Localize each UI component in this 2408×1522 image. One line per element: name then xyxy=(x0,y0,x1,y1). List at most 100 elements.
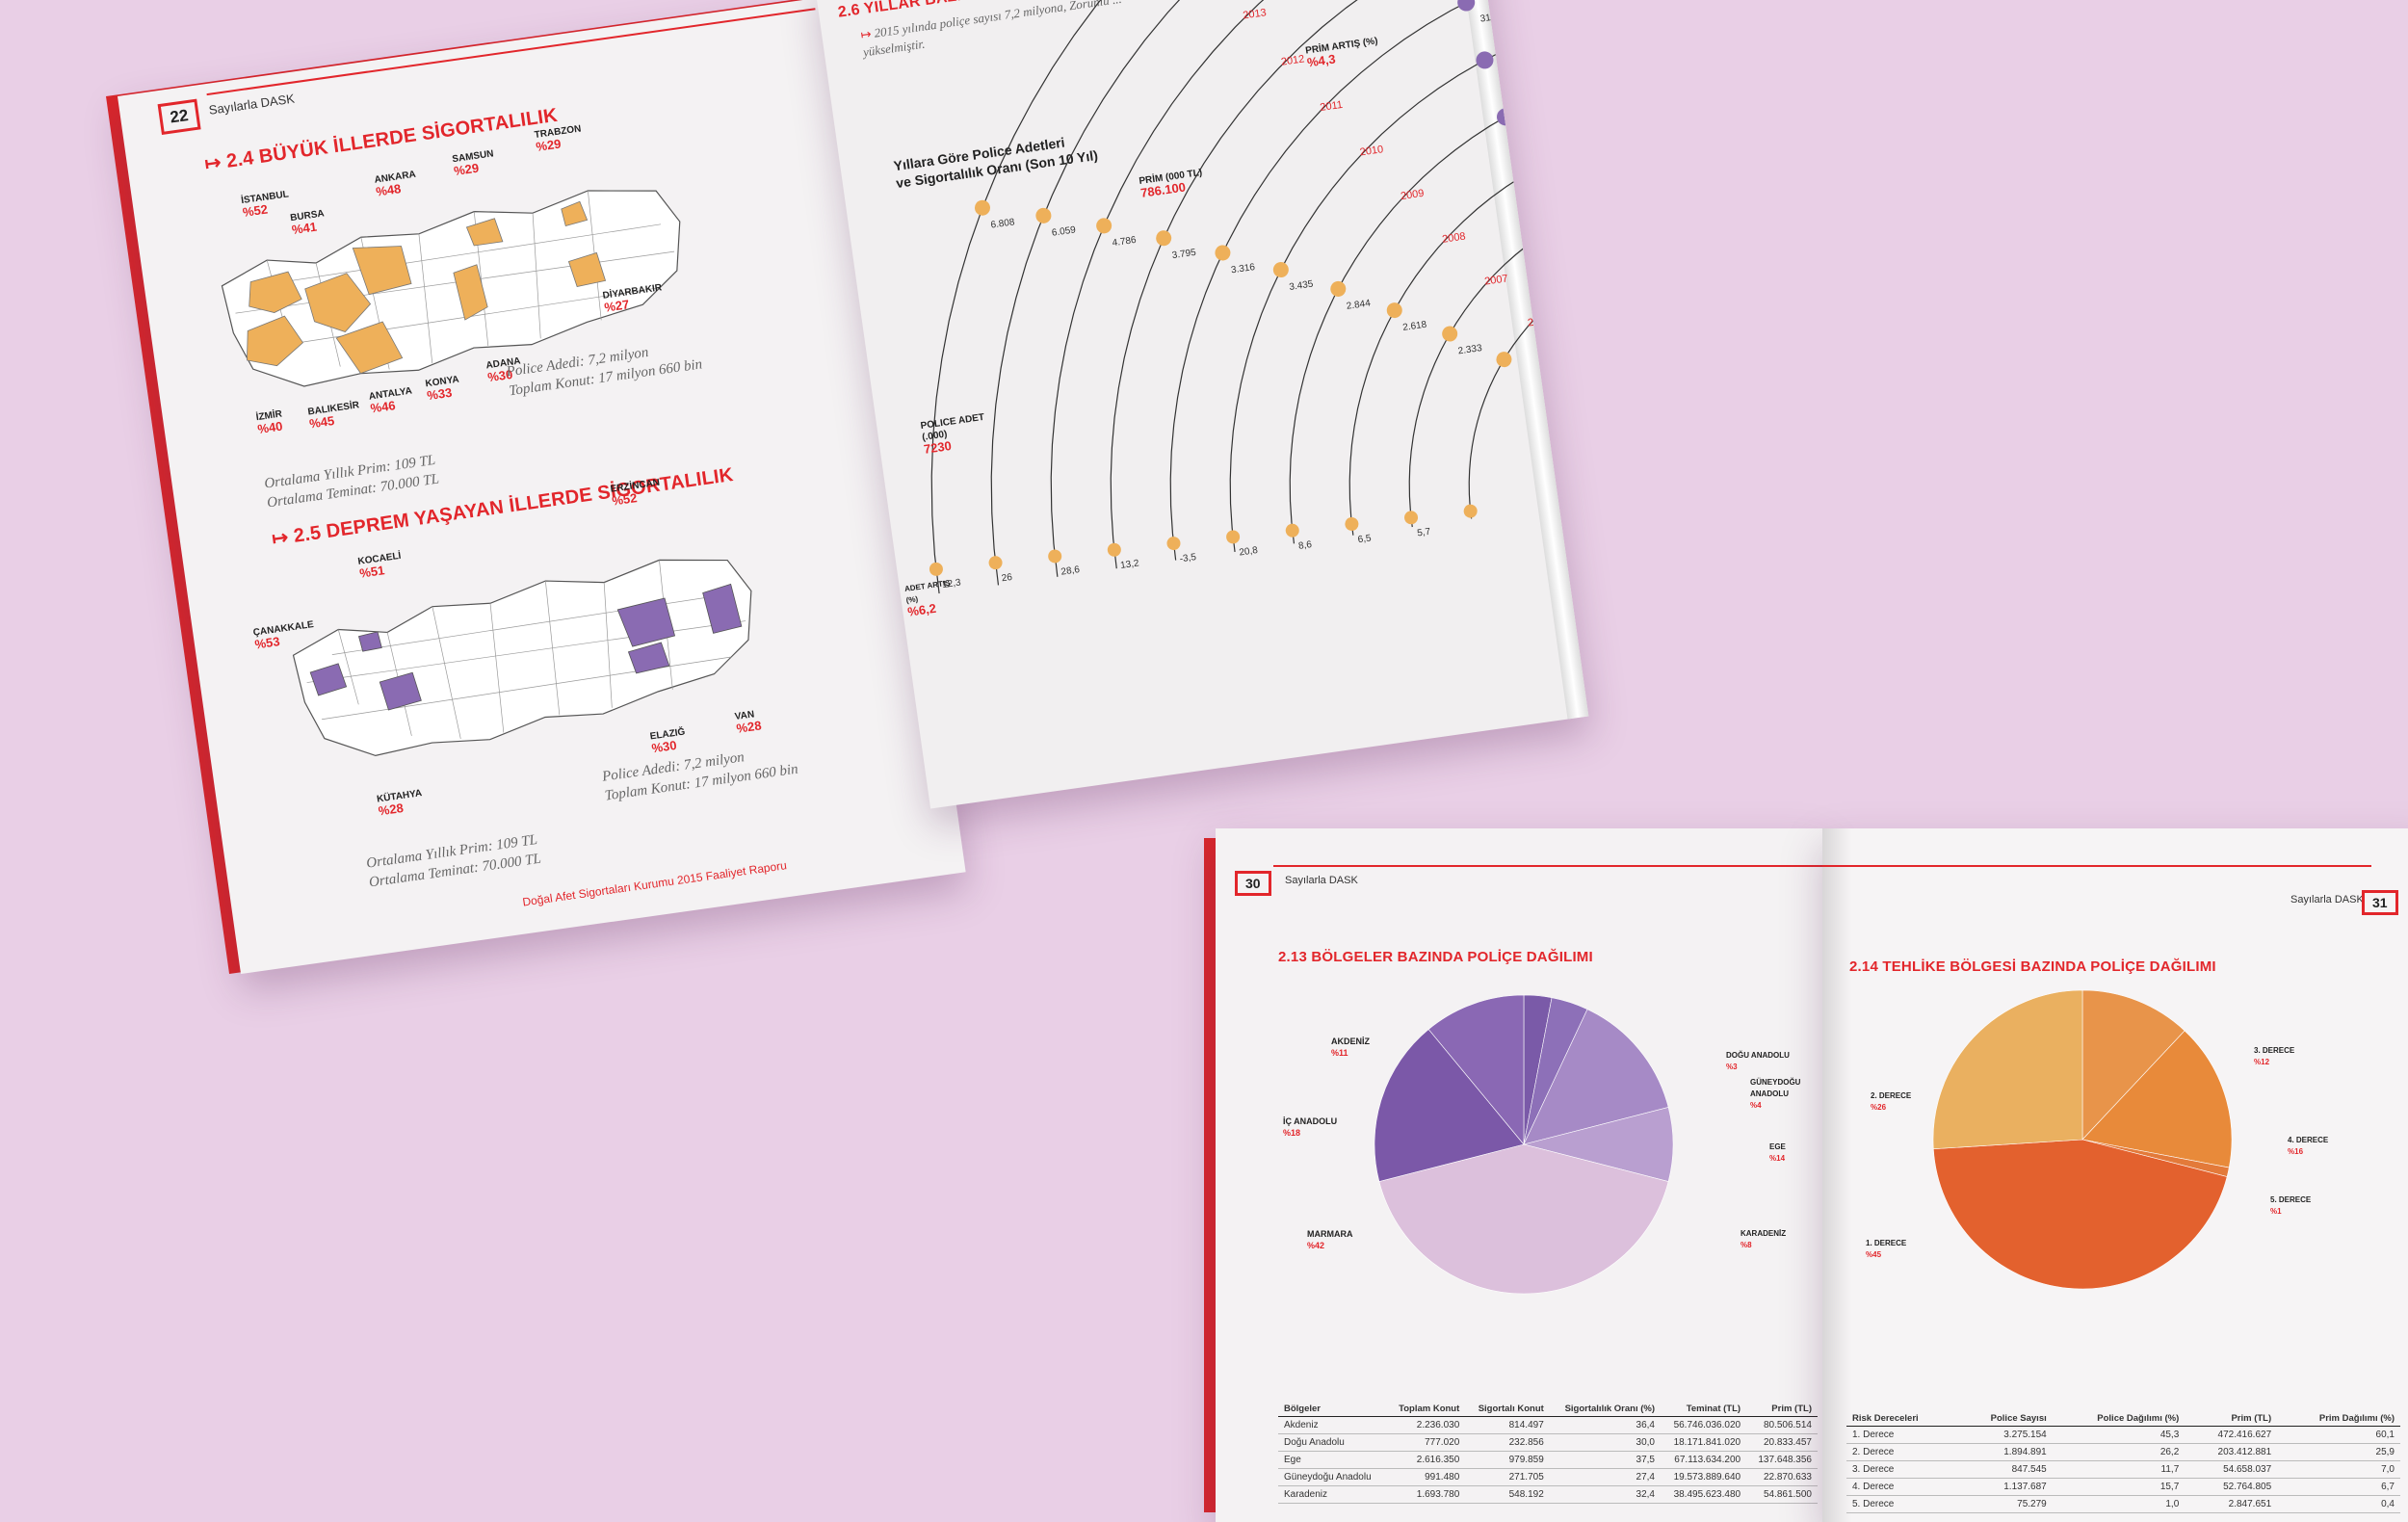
table-cell: 1.693.780 xyxy=(1386,1485,1466,1504)
adet-pct-label: 20,8 xyxy=(1239,545,1259,559)
arc-line xyxy=(1110,0,1589,569)
adet-pct-label: 28,6 xyxy=(1060,564,1081,578)
arrow-icon: ↦ xyxy=(203,151,228,175)
pie-label-marmara: MARMARA %42 xyxy=(1307,1229,1353,1250)
table-cell: Ege xyxy=(1278,1451,1387,1469)
city-label-izmir: İZMİR %40 xyxy=(255,408,284,437)
table-cell: 847.545 xyxy=(1956,1460,2053,1479)
section-title-2-14: 2.14 TEHLİKE BÖLGESİ BAZINDA POLİÇE DAĞI… xyxy=(1849,958,2216,975)
year-label: 2007 xyxy=(1483,273,1508,287)
table-cell: 45,3 xyxy=(2052,1426,2186,1444)
police-dot xyxy=(1442,326,1458,342)
table-cell: 2.616.350 xyxy=(1386,1451,1466,1469)
year-label: 2008 xyxy=(1441,231,1466,246)
police-value-label: 3.435 xyxy=(1289,279,1315,293)
risk-table: Risk Dereceleri Police Sayısı Police Dağ… xyxy=(1846,1411,2400,1513)
pie-slice xyxy=(1378,1143,1669,1295)
table-cell: 67.113.634.200 xyxy=(1661,1451,1747,1469)
header-rule xyxy=(1822,865,2371,867)
table-cell: 6,7 xyxy=(2277,1478,2400,1496)
city-label-antalya: ANTALYA %46 xyxy=(368,385,413,416)
table-cell: 60,1 xyxy=(2277,1426,2400,1444)
police-dot xyxy=(1386,302,1402,319)
prim-dot xyxy=(1476,51,1494,69)
pie-label-akdeniz: AKDENİZ %11 xyxy=(1331,1037,1370,1058)
th-bolgeler: Bölgeler xyxy=(1278,1402,1387,1417)
table-cell: 7,0 xyxy=(2277,1460,2400,1479)
year-label: 2009 xyxy=(1400,188,1425,202)
page-number: 31 xyxy=(2362,890,2398,915)
table-cell: 22.870.633 xyxy=(1746,1468,1818,1486)
adet-artis-label: ADET ARTIŞ (%) %6,2 xyxy=(903,578,951,619)
regions-table: Bölgeler Toplam Konut Sigortalı Konut Si… xyxy=(1278,1402,1818,1504)
table-cell: 137.648.356 xyxy=(1746,1451,1818,1469)
table-cell: 54.658.037 xyxy=(2185,1460,2278,1479)
year-label: 2012 xyxy=(1280,53,1305,67)
table-cell: 2. Derece xyxy=(1846,1443,1957,1461)
pie-slice xyxy=(1374,1029,1525,1182)
pie-slice xyxy=(1932,1139,2228,1290)
prim-dot xyxy=(1497,108,1515,126)
adet-artis-dot xyxy=(1463,504,1478,518)
table-cell: 52.764.805 xyxy=(2185,1478,2278,1496)
table-row: Akdeniz 2.236.030 814.497 36,4 56.746.036.02… xyxy=(1278,1416,1818,1434)
note-ortalama-prim-1: Ortalama Yıllık Prim: 109 TL Ortalama Tem… xyxy=(263,452,440,512)
police-dot xyxy=(1156,230,1172,247)
table-cell: 2.236.030 xyxy=(1386,1416,1466,1434)
prim-dot xyxy=(1572,272,1589,290)
police-value-label: 2.618 xyxy=(1402,320,1428,333)
prim-value-label: 322.065 xyxy=(1498,67,1534,83)
table-cell: 26,2 xyxy=(2052,1443,2186,1461)
arc-line xyxy=(1050,0,1580,577)
city-label-konya: KONYA %33 xyxy=(424,374,460,404)
table-row: 3. Derece 847.545 11,7 54.658.037 7,0 xyxy=(1846,1460,2400,1479)
table-cell: 37,5 xyxy=(1549,1451,1661,1469)
police-value-label: 4.786 xyxy=(1112,235,1138,249)
arc-chart-police-prim: 2015753.8956.8084,312,32014674.1366.0591… xyxy=(929,0,1589,594)
note-police-adedi-2: Police Adedi: 7,2 milyon Toplam Konut: 17… xyxy=(601,749,799,804)
arc-line xyxy=(1169,0,1589,561)
city-label-samsun: SAMSUN %29 xyxy=(451,148,495,179)
turkey-map-large-cities xyxy=(221,190,681,387)
pie-label-1-derece: 1. DERECE %45 xyxy=(1866,1239,1907,1259)
table-cell: 1. Derece xyxy=(1846,1426,1957,1444)
page-header: Sayılarla DASK xyxy=(1285,875,1358,886)
table-cell: 27,4 xyxy=(1549,1468,1661,1486)
th-risk: Risk Dereceleri xyxy=(1846,1411,1957,1427)
arc-line xyxy=(1408,188,1589,528)
prim-value-label: 206.799 xyxy=(1567,234,1589,249)
adet-pct-label: 26 xyxy=(1001,572,1013,585)
th-toplam-konut: Toplam Konut xyxy=(1386,1402,1466,1417)
prim-dot xyxy=(1544,218,1562,236)
arc-line xyxy=(1229,13,1589,553)
table-cell: 54.861.500 xyxy=(1746,1485,1818,1504)
table-row: 4. Derece 1.137.687 15,7 52.764.805 6,7 xyxy=(1846,1478,2400,1496)
table-cell: 80.506.514 xyxy=(1746,1416,1818,1434)
th-prim: Prim (TL) xyxy=(1746,1402,1818,1417)
th-sigortalilik-orani: Sigortalılık Oranı (%) xyxy=(1549,1402,1661,1417)
table-cell: 32,4 xyxy=(1549,1485,1661,1504)
arc-line xyxy=(1289,70,1589,544)
page-number: 22 xyxy=(157,98,201,135)
adet-artis-dot xyxy=(1166,537,1181,551)
city-label-balikesir: BALIKESİR %45 xyxy=(306,400,360,432)
adet-pct-label: 12,3 xyxy=(942,577,962,590)
prim-pct-label: 14 xyxy=(1565,210,1578,223)
page-footer: Doğal Afet Sigortaları Kurumu 2015 Faali… xyxy=(521,858,788,909)
note-ortalama-prim-2: Ortalama Yıllık Prim: 109 TL Ortalama Tem… xyxy=(365,831,542,891)
table-cell: 548.192 xyxy=(1465,1485,1550,1504)
table-cell: 0,4 xyxy=(2277,1495,2400,1513)
table-cell: 2.847.651 xyxy=(2185,1495,2278,1513)
pie-chart-regions xyxy=(1374,994,1674,1295)
th-teminat: Teminat (TL) xyxy=(1661,1402,1747,1417)
table-row: Karadeniz 1.693.780 548.192 32,4 38.495.623.… xyxy=(1278,1485,1818,1504)
table-cell: Doğu Anadolu xyxy=(1278,1433,1387,1452)
pie-label-ege: EGE %14 xyxy=(1769,1142,1786,1163)
arc-line xyxy=(1468,246,1589,519)
book1-right-page: 2.6 YILLAR BAZINDA POLİÇE ↦ 2015 yılında… xyxy=(814,0,1589,809)
section-title-2-4: ↦ 2.4 BÜYÜK İLLERDE SİGORTALILIK xyxy=(203,104,560,175)
city-label-bursa: BURSA %41 xyxy=(289,208,326,238)
book1-left-page: 22 Sayılarla DASK ↦ 2.4 BÜYÜK İLLERDE Sİ… xyxy=(118,0,966,975)
pie-label-4-derece: 4. DERECE %16 xyxy=(2288,1136,2329,1156)
table-cell: 991.480 xyxy=(1386,1468,1466,1486)
